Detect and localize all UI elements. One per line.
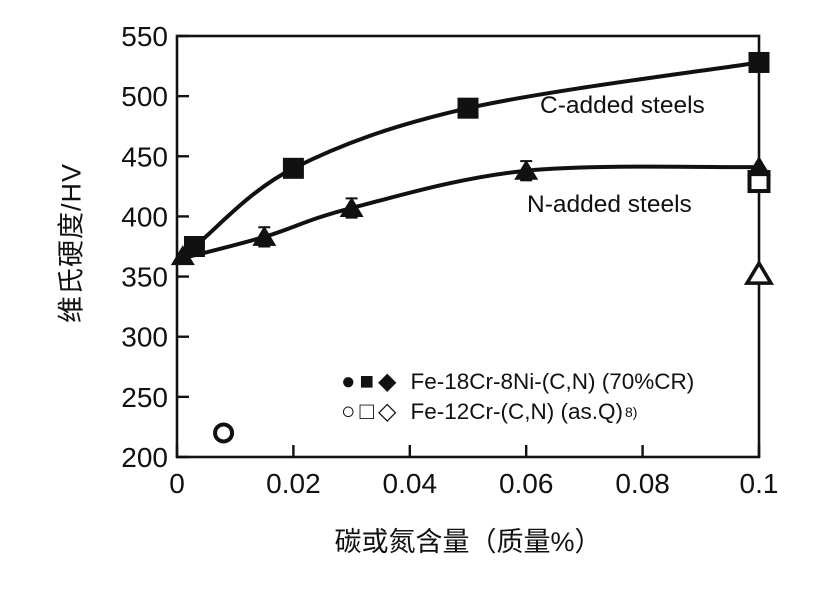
legend-row-filled-series: ●■◆ Fe-18Cr-8Ni-(C,N) (70%CR)	[341, 367, 694, 397]
marker-filled-square	[457, 97, 479, 119]
legend-row-open-series: ○□◇ Fe-12Cr-(C,N) (as.Q) 8)	[341, 397, 694, 427]
y-tick-label: 450	[121, 141, 168, 172]
x-tick-label: 0.06	[499, 468, 554, 499]
legend-label-fe18cr: Fe-18Cr-8Ni-(C,N) (70%CR)	[410, 369, 695, 394]
trend-curve	[176, 164, 760, 262]
marker-open-triangle	[743, 259, 775, 285]
marker-open-circle	[213, 422, 235, 444]
y-tick-label: 350	[121, 262, 168, 293]
filled-markers-icon: ●■◆	[341, 368, 401, 395]
marker-filled-triangle	[252, 225, 277, 246]
x-tick-label: 0.04	[383, 468, 438, 499]
x-tick-label: 0.1	[740, 468, 779, 499]
y-tick-label: 550	[121, 21, 168, 52]
legend-reference-superscript: 8)	[624, 404, 638, 420]
legend-label-fe12cr: Fe-12Cr-(C,N) (as.Q)	[410, 399, 623, 424]
legend: ●■◆ Fe-18Cr-8Ni-(C,N) (70%CR) ○□◇ Fe-12C…	[341, 367, 694, 427]
marker-filled-triangle	[514, 159, 539, 180]
marker-filled-square	[183, 236, 205, 257]
x-tick-label: 0.08	[615, 468, 670, 499]
annotation-n-added-steels: N-added steels	[527, 191, 692, 218]
plot-frame	[175, 34, 761, 459]
y-tick-label: 250	[121, 382, 168, 413]
annotation-c-added-steels: C-added steels	[540, 92, 705, 119]
marker-filled-square	[748, 51, 770, 73]
marker-filled-triangle	[170, 245, 195, 266]
y-tick-label: 500	[121, 81, 168, 112]
marker-filled-triangle	[339, 197, 364, 218]
x-tick-label: 0	[169, 468, 185, 499]
y-axis-title: 维氏硬度/HV	[56, 162, 87, 324]
marker-filled-triangle	[747, 156, 771, 177]
x-axis-title: 碳或氮含量（质量%）	[334, 527, 602, 557]
marker-filled-square	[282, 157, 304, 179]
y-tick-label: 200	[121, 442, 168, 473]
x-tick-label: 0.02	[266, 468, 321, 499]
y-tick-label: 400	[121, 201, 168, 232]
y-tick-label: 300	[121, 322, 168, 353]
open-markers-icon: ○□◇	[341, 398, 401, 425]
